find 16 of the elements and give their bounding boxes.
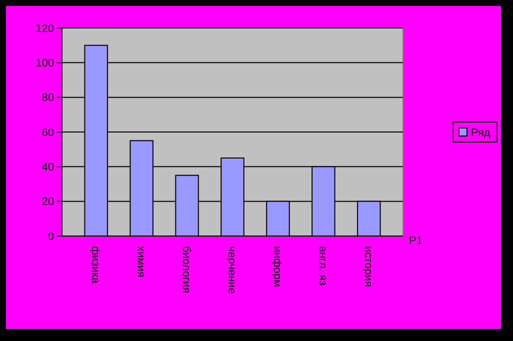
x-tick-label: история [362,246,374,287]
x-tick-label: химия [134,246,147,278]
x-tick-label: биология [180,246,192,294]
y-tick-label: 100 [36,58,54,70]
y-tick-label: 40 [42,162,54,174]
y-tick-label: 80 [42,92,54,104]
x-tick-label: черчение [226,246,238,294]
x-tick-label: англ. яз [316,246,329,286]
legend-label: Ряд [471,126,491,139]
y-tick-label: 60 [42,126,54,139]
y-tick-label: 20 [42,196,54,208]
y-tick-label: 120 [36,22,54,35]
y-tick-label: 0 [48,230,54,243]
x-tick-label: информ [271,246,284,288]
text: Р1 [409,235,422,247]
x-tick-label: физика [89,246,102,284]
